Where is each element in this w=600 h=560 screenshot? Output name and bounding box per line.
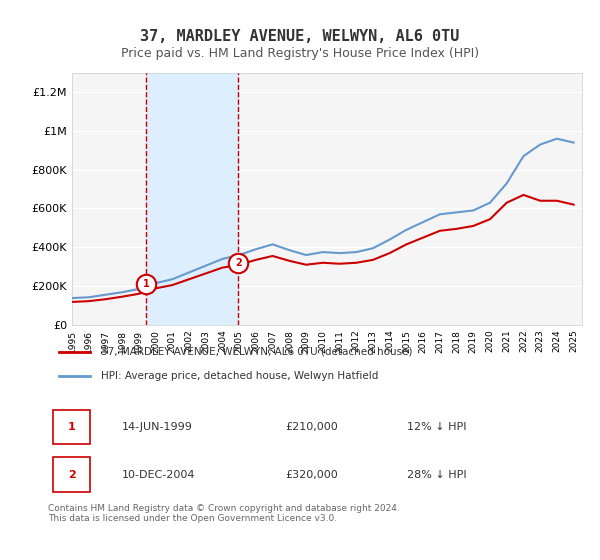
Text: 10-DEC-2004: 10-DEC-2004 — [122, 470, 196, 479]
Text: 28% ↓ HPI: 28% ↓ HPI — [407, 470, 467, 479]
Text: 14-JUN-1999: 14-JUN-1999 — [122, 422, 193, 432]
Text: 37, MARDLEY AVENUE, WELWYN, AL6 0TU (detached house): 37, MARDLEY AVENUE, WELWYN, AL6 0TU (det… — [101, 347, 412, 357]
Text: 1: 1 — [143, 279, 150, 289]
Text: 2: 2 — [68, 470, 76, 479]
Text: 37, MARDLEY AVENUE, WELWYN, AL6 0TU: 37, MARDLEY AVENUE, WELWYN, AL6 0TU — [140, 29, 460, 44]
Text: HPI: Average price, detached house, Welwyn Hatfield: HPI: Average price, detached house, Welw… — [101, 371, 378, 381]
Text: Price paid vs. HM Land Registry's House Price Index (HPI): Price paid vs. HM Land Registry's House … — [121, 46, 479, 60]
Bar — [146, 73, 238, 325]
Text: Contains HM Land Registry data © Crown copyright and database right 2024.
This d: Contains HM Land Registry data © Crown c… — [48, 504, 400, 524]
FancyBboxPatch shape — [53, 410, 90, 444]
Text: 1: 1 — [68, 422, 76, 432]
Text: 2: 2 — [235, 258, 242, 268]
Text: £210,000: £210,000 — [286, 422, 338, 432]
Text: 12% ↓ HPI: 12% ↓ HPI — [407, 422, 467, 432]
Text: £320,000: £320,000 — [286, 470, 338, 479]
FancyBboxPatch shape — [53, 458, 90, 492]
